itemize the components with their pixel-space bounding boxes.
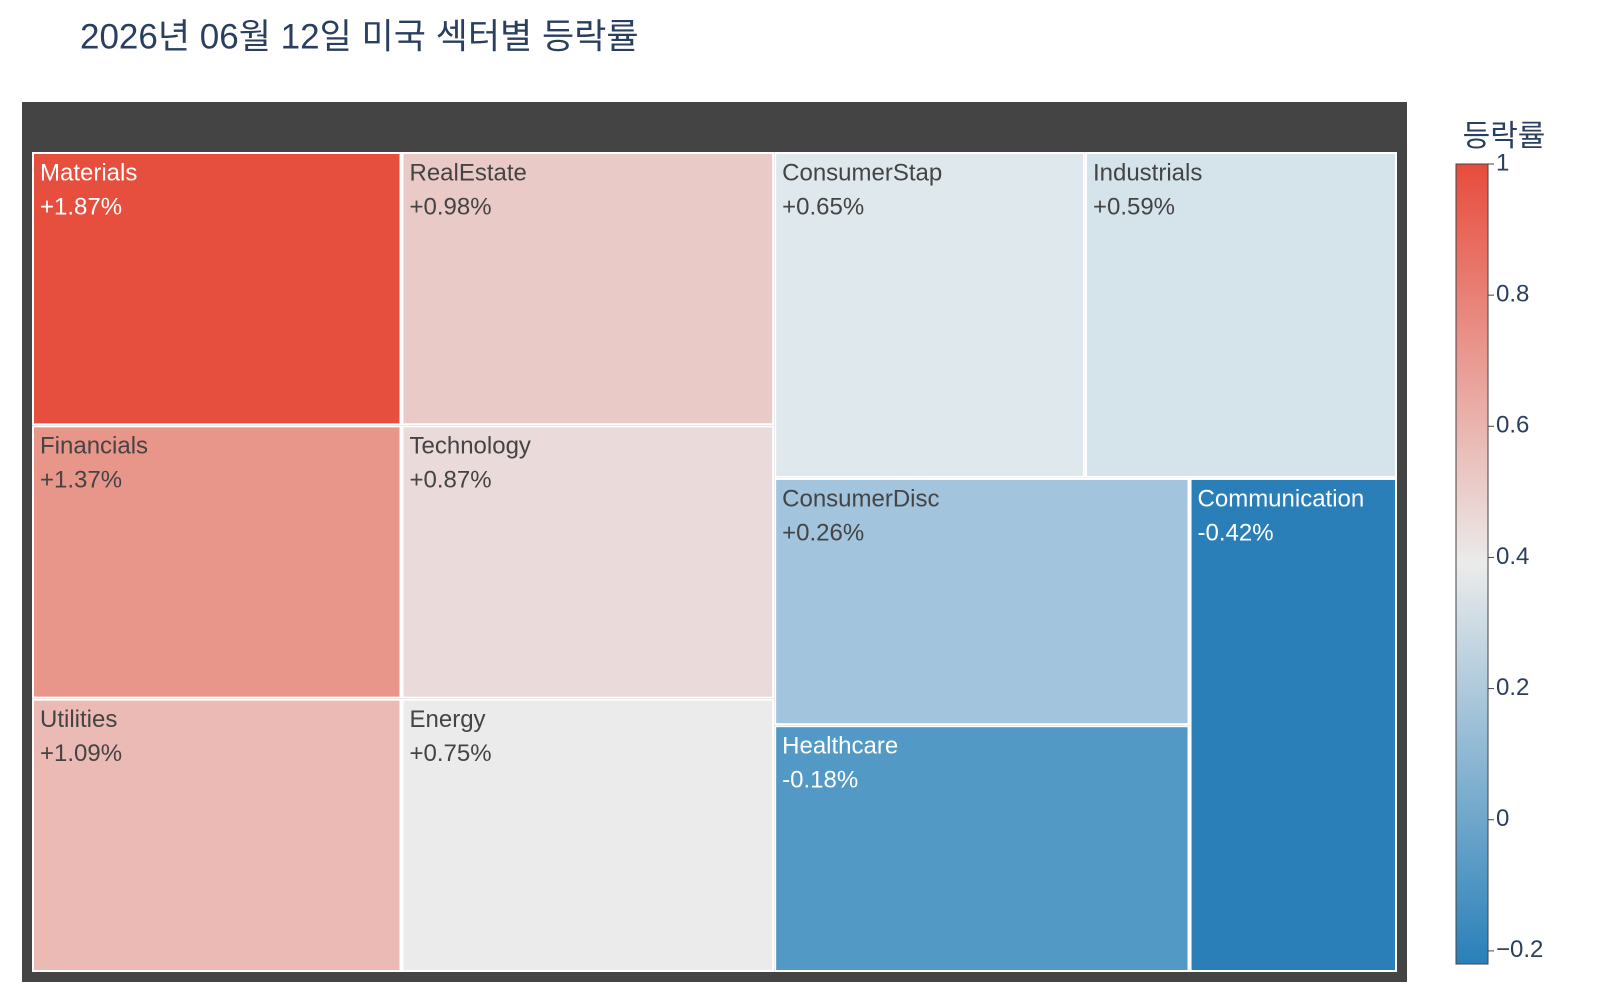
tile-label: Energy xyxy=(410,706,486,733)
colorbar-tick-label: 0.6 xyxy=(1496,412,1529,439)
tile xyxy=(401,152,775,426)
tile-label: Financials xyxy=(40,433,148,460)
colorbar-tick-label: −0.2 xyxy=(1496,936,1543,963)
tile-value-label: +0.87% xyxy=(410,467,492,494)
tile xyxy=(774,477,1190,726)
tile xyxy=(401,425,775,699)
tile-label: Materials xyxy=(40,159,137,186)
tile-value-label: +0.75% xyxy=(410,740,492,767)
tile-label: Technology xyxy=(410,433,531,460)
tile xyxy=(774,152,1085,478)
tile xyxy=(32,698,402,973)
tile xyxy=(1084,152,1398,478)
tile-value-label: +0.98% xyxy=(410,193,492,220)
tile-label: RealEstate xyxy=(410,159,527,186)
tile xyxy=(774,725,1190,972)
tile-value-label: +0.65% xyxy=(782,193,864,220)
tile-label: ConsumerDisc xyxy=(782,485,939,512)
chart-title: 2026년 06월 12일 미국 섹터별 등락률 xyxy=(80,17,639,56)
tile xyxy=(401,698,775,973)
tile-value-label: +0.59% xyxy=(1093,193,1175,220)
colorbar-title: 등락률 xyxy=(1463,120,1546,153)
tile-value-label: +1.87% xyxy=(40,193,122,220)
tile-label: Communication xyxy=(1198,485,1365,512)
tile-label: Industrials xyxy=(1093,159,1202,186)
tile-label: ConsumerStap xyxy=(782,159,942,186)
colorbar xyxy=(1455,163,1489,965)
colorbar-tick-label: 0.4 xyxy=(1496,543,1529,570)
tile xyxy=(1189,477,1398,972)
tile-label: Healthcare xyxy=(782,733,898,760)
tile-label: Utilities xyxy=(40,706,117,733)
colorbar-tick-label: 1 xyxy=(1496,149,1509,176)
tile-value-label: +1.09% xyxy=(40,740,122,767)
colorbar-tick-label: 0.2 xyxy=(1496,674,1529,701)
tile-value-label: -0.18% xyxy=(782,767,858,794)
tile-value-label: +0.26% xyxy=(782,519,864,546)
colorbar-tick-label: 0.8 xyxy=(1496,280,1529,307)
tile xyxy=(32,152,402,426)
colorbar-tick-label: 0 xyxy=(1496,805,1509,832)
tile-value-label: -0.42% xyxy=(1198,519,1274,546)
tile-value-label: +1.37% xyxy=(40,467,122,494)
tile xyxy=(32,425,402,699)
